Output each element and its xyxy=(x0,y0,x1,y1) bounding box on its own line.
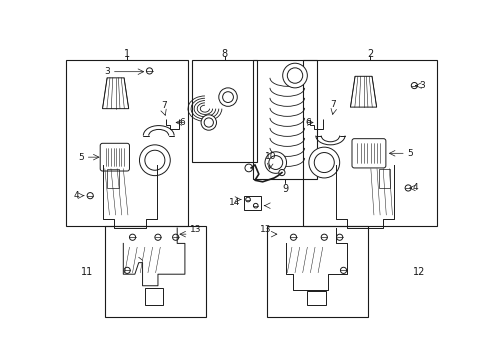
Circle shape xyxy=(140,145,171,176)
Text: 7: 7 xyxy=(331,100,337,109)
Circle shape xyxy=(411,82,417,89)
Text: 10: 10 xyxy=(265,152,276,161)
Text: 9: 9 xyxy=(282,184,288,194)
Bar xyxy=(66,60,188,226)
Circle shape xyxy=(309,147,340,178)
Circle shape xyxy=(269,156,283,170)
Circle shape xyxy=(245,197,250,202)
Circle shape xyxy=(222,92,233,103)
Bar xyxy=(145,288,163,305)
Text: 1: 1 xyxy=(124,49,130,59)
Text: 6: 6 xyxy=(179,118,185,127)
FancyBboxPatch shape xyxy=(100,143,129,171)
Circle shape xyxy=(147,68,152,74)
Text: 3: 3 xyxy=(420,81,425,90)
Text: 2: 2 xyxy=(367,49,373,59)
Circle shape xyxy=(287,68,303,83)
Bar xyxy=(267,226,368,316)
Bar xyxy=(303,60,438,226)
Text: 6: 6 xyxy=(306,118,312,127)
Bar xyxy=(253,60,317,180)
Bar xyxy=(244,195,261,210)
Circle shape xyxy=(145,150,165,170)
Circle shape xyxy=(253,203,258,208)
Circle shape xyxy=(172,234,179,240)
Text: 11: 11 xyxy=(81,266,93,276)
FancyBboxPatch shape xyxy=(352,139,386,168)
Text: 5: 5 xyxy=(408,149,413,158)
Circle shape xyxy=(129,234,136,240)
Circle shape xyxy=(291,234,296,240)
Bar xyxy=(105,226,206,316)
Text: 13: 13 xyxy=(190,225,201,234)
Text: 12: 12 xyxy=(413,266,425,276)
Circle shape xyxy=(87,193,93,199)
Circle shape xyxy=(279,170,285,176)
Text: 8: 8 xyxy=(221,49,228,59)
Circle shape xyxy=(314,153,334,172)
Circle shape xyxy=(341,267,346,274)
Circle shape xyxy=(337,234,343,240)
Bar xyxy=(307,291,326,305)
Circle shape xyxy=(219,88,237,106)
Circle shape xyxy=(283,63,307,88)
Polygon shape xyxy=(102,78,129,109)
Text: 14: 14 xyxy=(229,198,240,207)
Circle shape xyxy=(155,234,161,240)
Text: 5: 5 xyxy=(78,153,84,162)
Bar xyxy=(379,169,390,188)
Bar xyxy=(107,169,119,188)
Text: 3: 3 xyxy=(104,67,110,76)
Circle shape xyxy=(124,267,130,274)
Text: 7: 7 xyxy=(161,101,167,110)
Circle shape xyxy=(201,115,217,130)
Circle shape xyxy=(321,234,327,240)
Bar xyxy=(192,60,257,162)
Text: 13: 13 xyxy=(260,225,272,234)
Circle shape xyxy=(245,164,253,172)
Text: 4: 4 xyxy=(413,184,418,193)
Circle shape xyxy=(265,152,287,173)
Circle shape xyxy=(405,185,411,191)
Circle shape xyxy=(204,118,214,127)
Text: 4: 4 xyxy=(74,191,79,200)
Polygon shape xyxy=(350,76,377,107)
